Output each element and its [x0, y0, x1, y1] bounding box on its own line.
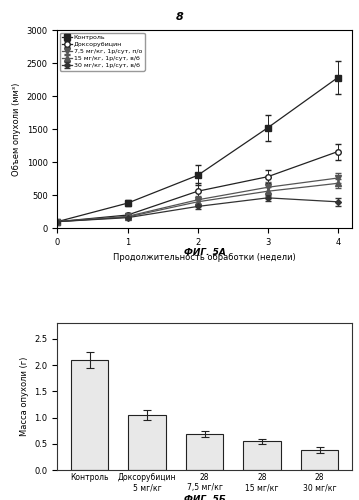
- Bar: [301, 450, 339, 470]
- Text: 8: 8: [176, 12, 183, 22]
- Text: ФИГ. 5Б: ФИГ. 5Б: [184, 495, 225, 500]
- Y-axis label: Объем опухоли (мм³): Объем опухоли (мм³): [12, 82, 21, 176]
- Bar: [129, 415, 166, 470]
- Text: ФИГ. 5А: ФИГ. 5А: [184, 248, 225, 257]
- Legend: Контроль, Доксорубицин, 7,5 мг/кг, 1р/сут, п/о, 15 мг/кг, 1р/сут, в/б, 30 мг/кг,: Контроль, Доксорубицин, 7,5 мг/кг, 1р/су…: [60, 32, 145, 70]
- Y-axis label: Масса опухоли (г): Масса опухоли (г): [20, 357, 29, 436]
- X-axis label: Продолжительность обработки (недели): Продолжительность обработки (недели): [113, 252, 296, 262]
- Bar: [243, 441, 281, 470]
- Bar: [71, 360, 108, 470]
- Bar: [186, 434, 223, 470]
